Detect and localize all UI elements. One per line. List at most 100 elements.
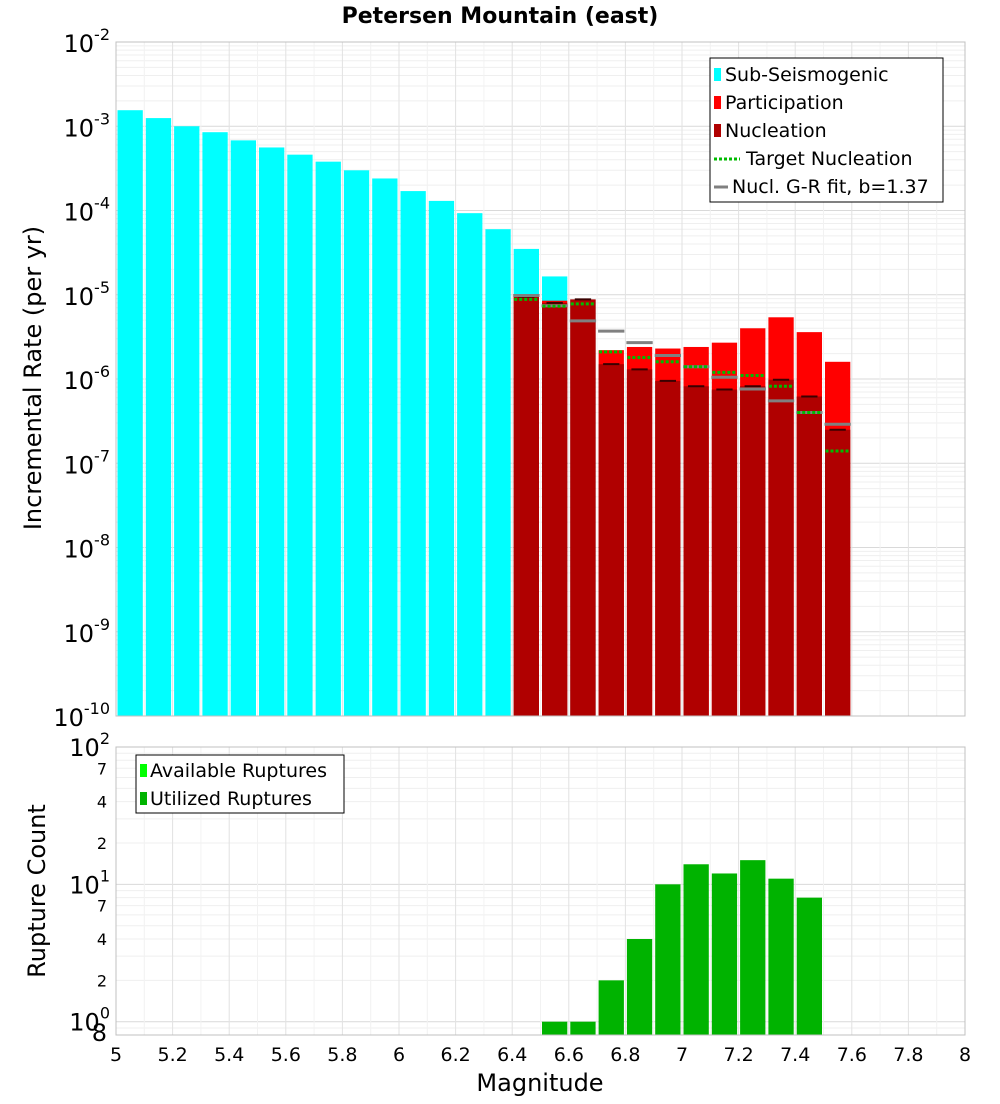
y-tick-base: 10	[64, 536, 95, 564]
nucleation-bar	[626, 369, 653, 716]
sub-seismogenic-bar	[428, 200, 455, 716]
y-tick-exponent: -5	[94, 278, 110, 297]
x-tick-label: 7	[676, 1044, 688, 1066]
chart-title: Petersen Mountain (east)	[342, 4, 659, 29]
utilized-ruptures-bar	[683, 864, 709, 1035]
top-bars	[117, 110, 851, 717]
legend-label: Utilized Ruptures	[150, 788, 312, 810]
sub-seismogenic-bar	[485, 229, 511, 717]
y-tick-label: 4	[97, 793, 107, 812]
nucleation-bar	[796, 396, 822, 716]
y-tick-label: 10-9	[64, 615, 111, 648]
y-tick-exponent: 1	[100, 866, 110, 885]
y-tick-exponent: -10	[84, 699, 110, 718]
bottom-bars	[542, 860, 822, 1035]
top-y-axis-label: Incremental Rate (per yr)	[19, 226, 47, 530]
y-tick-base: 10	[69, 1009, 100, 1037]
y-tick-base: 10	[64, 283, 95, 311]
y-tick-label: 101	[69, 866, 110, 899]
utilized-ruptures-bar	[626, 939, 653, 1035]
x-tick-label: 7.8	[893, 1044, 923, 1066]
x-axis-label: Magnitude	[476, 1069, 603, 1097]
legend-label: Participation	[725, 92, 844, 114]
y-tick-label: 10-2	[64, 25, 111, 58]
top-legend: Sub-Seismogenic Participation Nucleation Ta…	[709, 57, 944, 203]
bottom-y-axis-label: Rupture Count	[23, 804, 51, 978]
legend-swatch	[714, 96, 721, 109]
nucleation-bar	[683, 386, 709, 716]
x-tick-label: 8	[959, 1044, 971, 1066]
y-tick-base: 10	[53, 704, 84, 732]
utilized-ruptures-bar	[570, 1021, 596, 1035]
x-tick-label: 6.8	[610, 1044, 640, 1066]
y-tick-base: 10	[64, 367, 95, 395]
nucleation-bar	[542, 302, 568, 716]
sub-seismogenic-bar	[145, 118, 172, 717]
legend-swatch	[714, 124, 721, 137]
y-tick-exponent: -8	[94, 531, 110, 550]
legend-label: Sub-Seismogenic	[725, 64, 889, 86]
y-tick-label: 7	[97, 897, 107, 916]
legend-label: Nucl. G-R fit, b=1.37	[732, 176, 929, 198]
sub-seismogenic-bar	[174, 126, 200, 716]
y-tick-base: 10	[69, 871, 100, 899]
bottom-plot-border	[115, 746, 966, 1036]
y-tick-label: 10-10	[53, 699, 110, 732]
utilized-ruptures-bar	[598, 980, 624, 1035]
sub-seismogenic-bar	[287, 154, 313, 716]
top-legend-box	[709, 57, 944, 203]
sub-seismogenic-bar	[315, 161, 341, 717]
y-tick-label: 10-6	[64, 362, 111, 395]
nucleation-bar	[598, 364, 624, 716]
legend-swatch	[140, 792, 147, 805]
utilized-ruptures-bar	[542, 1021, 568, 1035]
y-tick-label: 10-3	[64, 109, 111, 142]
x-tick-label: 6.2	[440, 1044, 470, 1066]
x-tick-label: 6.4	[497, 1044, 527, 1066]
legend-swatch	[714, 68, 721, 81]
x-tick-label: 7.6	[837, 1044, 867, 1066]
bottom-legend: Available Ruptures Utilized Ruptures	[135, 754, 345, 814]
y-tick-label: 10-4	[64, 194, 111, 227]
y-tick-base: 10	[64, 620, 95, 648]
y-tick-exponent: -6	[94, 362, 110, 381]
y-tick-label: 100	[69, 1004, 110, 1037]
legend-label: Available Ruptures	[150, 760, 327, 782]
y-tick-base: 10	[69, 734, 100, 762]
y-tick-exponent: -2	[94, 25, 110, 44]
legend-label: Target Nucleation	[745, 148, 913, 170]
sub-seismogenic-bar	[372, 178, 398, 716]
nucleation-bar	[768, 379, 794, 716]
y-tick-exponent: 2	[100, 729, 110, 748]
x-tick-label: 5.2	[157, 1044, 187, 1066]
y-tick-exponent: -9	[94, 615, 110, 634]
utilized-ruptures-bar	[796, 897, 822, 1035]
sub-seismogenic-bar	[259, 147, 285, 717]
sub-seismogenic-bar	[343, 170, 370, 716]
nucleation-bar	[570, 299, 596, 716]
y-tick-label: 7	[97, 759, 107, 778]
y-tick-label: 8	[92, 1019, 107, 1047]
y-tick-label: 10-7	[64, 446, 111, 479]
y-tick-exponent: -7	[94, 446, 110, 465]
x-tick-label: 5	[110, 1044, 122, 1066]
x-tick-label: 6.6	[554, 1044, 584, 1066]
nucleation-bar	[740, 386, 766, 716]
sub-seismogenic-bar	[400, 191, 426, 717]
x-tick-label: 7.2	[723, 1044, 753, 1066]
y-tick-label: 2	[97, 834, 107, 853]
y-tick-label: 4	[97, 930, 107, 949]
y-tick-label: 2	[97, 971, 107, 990]
x-tick-label: 6	[393, 1044, 405, 1066]
nucleation-bar	[711, 389, 738, 716]
y-tick-label: 102	[69, 729, 110, 762]
top-plot-border	[115, 41, 966, 717]
y-tick-exponent: -3	[94, 109, 110, 128]
legend-swatch	[140, 764, 147, 777]
utilized-ruptures-bar	[655, 884, 681, 1035]
nucleation-bar	[825, 429, 851, 716]
